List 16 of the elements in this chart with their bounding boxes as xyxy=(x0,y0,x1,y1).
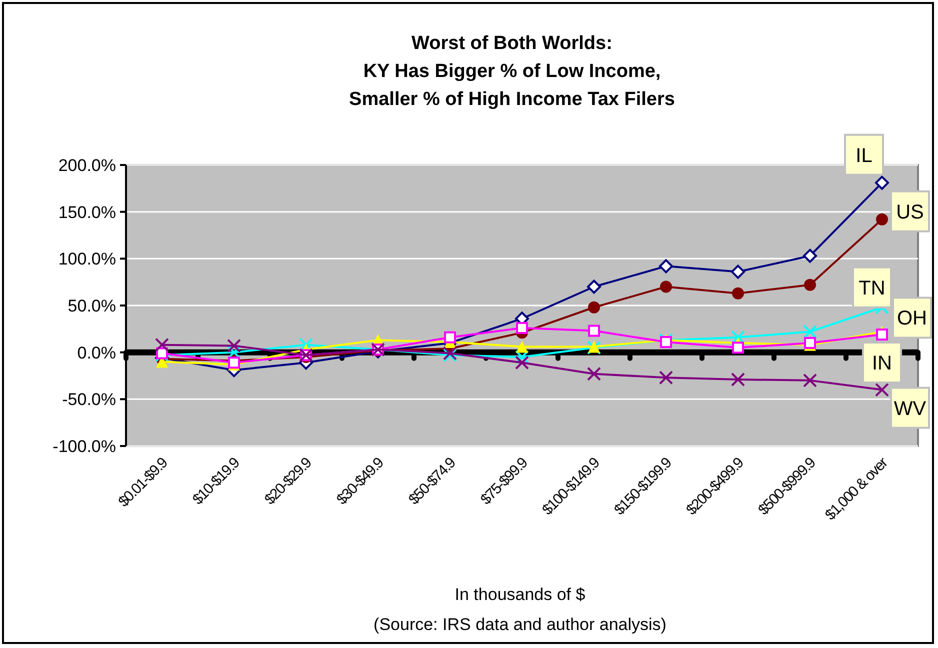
chart-title: Worst of Both Worlds: KY Has Bigger % of Low Income, Smaller % of High Income Tax Filers xyxy=(349,33,675,110)
text: (Source: IRS data and author analysis) xyxy=(374,615,666,634)
y-tick-label: 100.0% xyxy=(58,250,116,269)
y-tick-label: 50.0% xyxy=(68,296,116,316)
y-tick-label: -50.0% xyxy=(62,390,116,410)
series-label: IN xyxy=(872,352,892,375)
y-tick-label: 150.0% xyxy=(58,202,116,222)
y-tick-label: 200.0% xyxy=(58,156,116,175)
y-tick-label: 0.0% xyxy=(77,343,116,362)
series-label: WV xyxy=(894,398,927,420)
y-tick-label: -100.0% xyxy=(52,436,116,456)
series-label: IL xyxy=(856,144,872,167)
series-label: OH xyxy=(897,308,927,330)
series-label: TN xyxy=(858,277,886,300)
series-label: US xyxy=(896,201,924,224)
x-axis-title: In thousands of $ xyxy=(454,585,586,604)
